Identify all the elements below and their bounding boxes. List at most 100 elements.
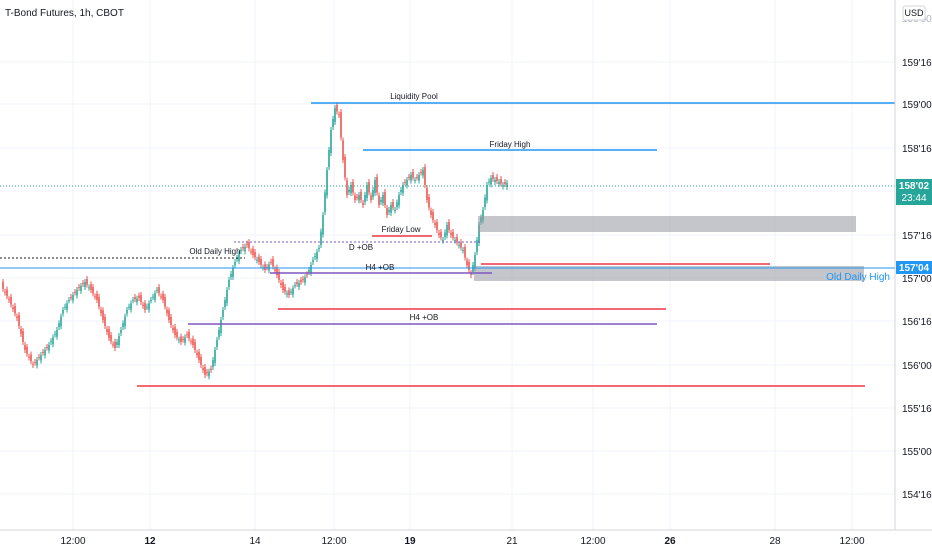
candle-body [438, 233, 440, 235]
candle-body [78, 287, 80, 288]
bar-countdown: 23:44 [901, 193, 926, 204]
candle-body [180, 336, 182, 342]
candle-body [298, 283, 300, 287]
candle-body [496, 177, 498, 181]
candle-body [226, 290, 228, 303]
candle-body [250, 251, 252, 253]
candle-body [338, 114, 340, 116]
candle-body [282, 282, 284, 290]
candle-body [372, 190, 374, 197]
supply-zone-lower[interactable] [474, 266, 864, 281]
candle-body [352, 182, 354, 193]
candle-body [106, 329, 108, 332]
old-daily-high-label-1: Old Daily High [189, 247, 240, 256]
time-axis[interactable]: 12:00 12 14 12:00 19 21 12:00 26 28 12:00 [60, 536, 864, 547]
candle-body [234, 262, 236, 265]
candle-body [80, 286, 82, 291]
candle-body [92, 287, 94, 294]
candle-body [150, 300, 152, 301]
candle-body [100, 309, 102, 314]
candle-body [270, 261, 272, 263]
candle-body [54, 333, 56, 335]
candle-body [414, 180, 416, 181]
candle-body [238, 254, 240, 261]
candle-body [86, 279, 88, 285]
candle-body [110, 335, 112, 342]
candle-body [38, 357, 40, 358]
price-tick-label: 157'16 [902, 231, 932, 242]
candle-body [14, 306, 16, 314]
candle-body [324, 192, 326, 212]
candle-body [198, 352, 200, 360]
candle-body [202, 368, 204, 370]
candle-body [326, 170, 328, 196]
candle-body [274, 269, 276, 271]
candle-body [366, 185, 368, 198]
candle-body [170, 317, 172, 325]
candle-body [128, 306, 130, 308]
candle-body [376, 177, 378, 193]
price-tick-label: 158'16 [902, 144, 932, 155]
last-price-value: 158'02 [899, 181, 930, 192]
candle-body [468, 262, 470, 270]
candle-body [280, 283, 282, 285]
time-tick-label: 12:00 [839, 536, 864, 547]
candle-body [232, 268, 234, 277]
candle-body [286, 293, 288, 295]
candle-body [478, 225, 480, 243]
candle-body [252, 248, 254, 255]
price-axis[interactable]: 159'00159'16159'00158'16158'00157'16157'… [902, 14, 932, 501]
candle-body [160, 296, 162, 298]
candle-body [254, 252, 256, 258]
candle-body [382, 195, 384, 203]
supply-zone-upper[interactable] [478, 216, 856, 232]
candle-body [430, 210, 432, 215]
currency-button[interactable]: USD [902, 5, 926, 21]
candle-body [212, 360, 214, 367]
candle-body [26, 347, 28, 354]
candle-body [348, 190, 350, 192]
candle-body [76, 290, 78, 296]
candlestick-series [2, 102, 508, 380]
candle-body [350, 185, 352, 193]
price-tick-label: 155'16 [902, 404, 932, 415]
candle-body [264, 264, 266, 270]
candle-body [126, 310, 128, 314]
candle-body [410, 175, 412, 181]
candle-body [336, 105, 338, 112]
candle-body [98, 297, 100, 307]
candle-body [332, 119, 334, 127]
candle-body [384, 192, 386, 205]
candle-body [102, 310, 104, 320]
price-tick-label: 156'16 [902, 317, 932, 328]
time-tick-label: 12:00 [321, 536, 346, 547]
candle-body [334, 108, 336, 122]
candle-body [260, 259, 262, 265]
candle-body [114, 341, 116, 348]
candle-body [484, 197, 486, 207]
candle-body [340, 112, 342, 138]
candle-body [428, 197, 430, 208]
candle-body [82, 283, 84, 284]
time-tick-label: 12 [144, 536, 156, 547]
candle-body [136, 298, 138, 303]
candle-body [462, 250, 464, 251]
chart-title: T-Bond Futures, 1h, CBOT [5, 8, 124, 19]
candle-body [308, 270, 310, 272]
candle-body [370, 195, 372, 200]
candle-body [460, 242, 462, 248]
candle-body [72, 295, 74, 301]
candle-body [272, 259, 274, 267]
candle-body [312, 260, 314, 262]
candle-body [436, 222, 438, 230]
candle-body [104, 317, 106, 326]
candle-body [40, 355, 42, 361]
candle-body [10, 297, 12, 305]
candle-body [356, 197, 358, 198]
candle-body [122, 323, 124, 327]
currency-label: USD [904, 8, 924, 18]
candle-body [396, 202, 398, 207]
candle-body [330, 130, 332, 153]
d-ob-label: D +OB [349, 243, 373, 252]
